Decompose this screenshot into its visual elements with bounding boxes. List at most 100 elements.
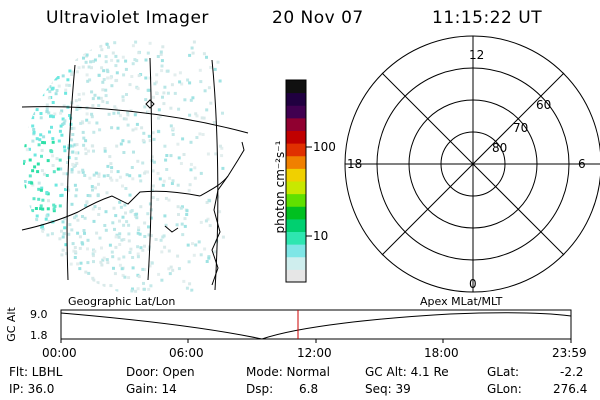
emission-pixel xyxy=(177,156,181,160)
emission-pixel xyxy=(52,203,56,207)
emission-pixel xyxy=(209,101,213,105)
emission-pixel xyxy=(35,137,39,141)
emission-pixel xyxy=(142,281,145,285)
emission-pixel xyxy=(59,54,62,58)
emission-pixel xyxy=(71,163,75,167)
emission-pixel xyxy=(201,133,205,136)
emission-pixel xyxy=(136,245,140,249)
emission-pixel xyxy=(41,141,45,144)
emission-pixel xyxy=(199,220,203,224)
emission-pixel xyxy=(31,183,35,187)
emission-pixel xyxy=(177,267,181,271)
emission-pixel xyxy=(57,139,61,143)
time-tick-label: 06:00 xyxy=(169,346,204,360)
emission-pixel xyxy=(110,126,114,130)
emission-pixel xyxy=(60,193,64,197)
emission-pixel xyxy=(220,146,224,150)
emission-pixel xyxy=(115,78,119,82)
emission-pixel xyxy=(127,232,131,236)
emission-pixel xyxy=(92,130,96,134)
emission-pixel xyxy=(70,138,74,142)
coastline xyxy=(211,175,229,286)
emission-pixel xyxy=(118,114,122,118)
emission-pixel xyxy=(35,108,39,112)
emission-pixel xyxy=(39,188,43,192)
emission-pixel xyxy=(109,76,113,80)
emission-pixel xyxy=(47,255,51,259)
emission-pixel xyxy=(134,111,138,115)
emission-pixel xyxy=(28,205,32,209)
emission-pixel xyxy=(90,185,94,188)
emission-pixel xyxy=(143,105,147,109)
longitude-line xyxy=(66,64,76,281)
emission-pixel xyxy=(23,44,27,48)
emission-pixel xyxy=(181,137,185,141)
emission-pixel xyxy=(111,255,115,259)
emission-pixel xyxy=(24,243,28,247)
emission-pixel xyxy=(54,92,58,96)
emission-pixel xyxy=(218,79,222,83)
emission-pixel xyxy=(55,65,59,69)
emission-pixel xyxy=(197,240,201,244)
emission-pixel xyxy=(147,233,151,237)
emission-pixel xyxy=(36,80,40,84)
emission-pixel xyxy=(33,42,37,46)
emission-pixel xyxy=(106,164,110,168)
app-title: Ultraviolet Imager xyxy=(46,8,209,28)
emission-pixel xyxy=(110,58,114,62)
emission-pixel xyxy=(23,80,26,84)
emission-pixel xyxy=(51,271,55,275)
emission-pixel xyxy=(27,180,31,184)
emission-pixel xyxy=(120,238,124,242)
emission-pixel xyxy=(40,89,44,93)
emission-pixel xyxy=(60,229,63,233)
emission-pixel xyxy=(205,108,209,112)
emission-pixel xyxy=(70,126,74,130)
emission-pixel xyxy=(151,169,155,173)
emission-pixel xyxy=(26,118,30,122)
emission-pixel xyxy=(45,109,49,113)
emission-pixel xyxy=(93,205,97,209)
emission-pixel xyxy=(129,210,133,214)
emission-pixel xyxy=(88,176,92,180)
emission-pixel xyxy=(62,172,66,176)
emission-pixel xyxy=(72,165,76,168)
emission-pixel xyxy=(220,154,224,158)
emission-pixel xyxy=(56,76,60,79)
emission-pixel xyxy=(75,143,79,147)
emission-pixel xyxy=(141,248,145,252)
emission-pixel xyxy=(186,78,190,82)
emission-pixel xyxy=(33,93,37,97)
emission-pixel xyxy=(87,65,91,69)
emission-pixel xyxy=(189,98,193,102)
emission-pixel xyxy=(183,217,187,221)
emission-pixel xyxy=(165,168,169,171)
emission-pixel xyxy=(160,59,164,63)
emission-pixel xyxy=(76,231,80,235)
emission-pixel xyxy=(160,250,164,254)
color-scale-frame xyxy=(285,79,307,283)
emission-pixel xyxy=(56,167,60,171)
emission-pixel xyxy=(53,112,57,116)
emission-pixel xyxy=(35,74,39,78)
emission-pixel xyxy=(102,283,106,287)
emission-pixel xyxy=(118,232,122,236)
emission-pixel xyxy=(65,83,69,87)
emission-pixel xyxy=(39,262,43,266)
emission-pixel xyxy=(31,209,35,213)
color-scale-segment xyxy=(286,256,306,270)
emission-pixel xyxy=(110,170,113,174)
emission-pixel xyxy=(52,209,56,213)
emission-pixel xyxy=(186,243,190,247)
emission-pixel xyxy=(33,271,37,275)
emission-pixel xyxy=(81,287,84,291)
emission-pixel xyxy=(40,154,43,158)
emission-pixel xyxy=(63,119,67,123)
emission-pixel xyxy=(182,153,186,156)
emission-pixel xyxy=(29,287,33,291)
emission-pixel xyxy=(159,52,163,56)
emission-pixel xyxy=(176,142,180,146)
emission-pixel xyxy=(162,234,166,238)
emission-pixel xyxy=(84,152,88,156)
emission-pixel xyxy=(125,173,129,177)
